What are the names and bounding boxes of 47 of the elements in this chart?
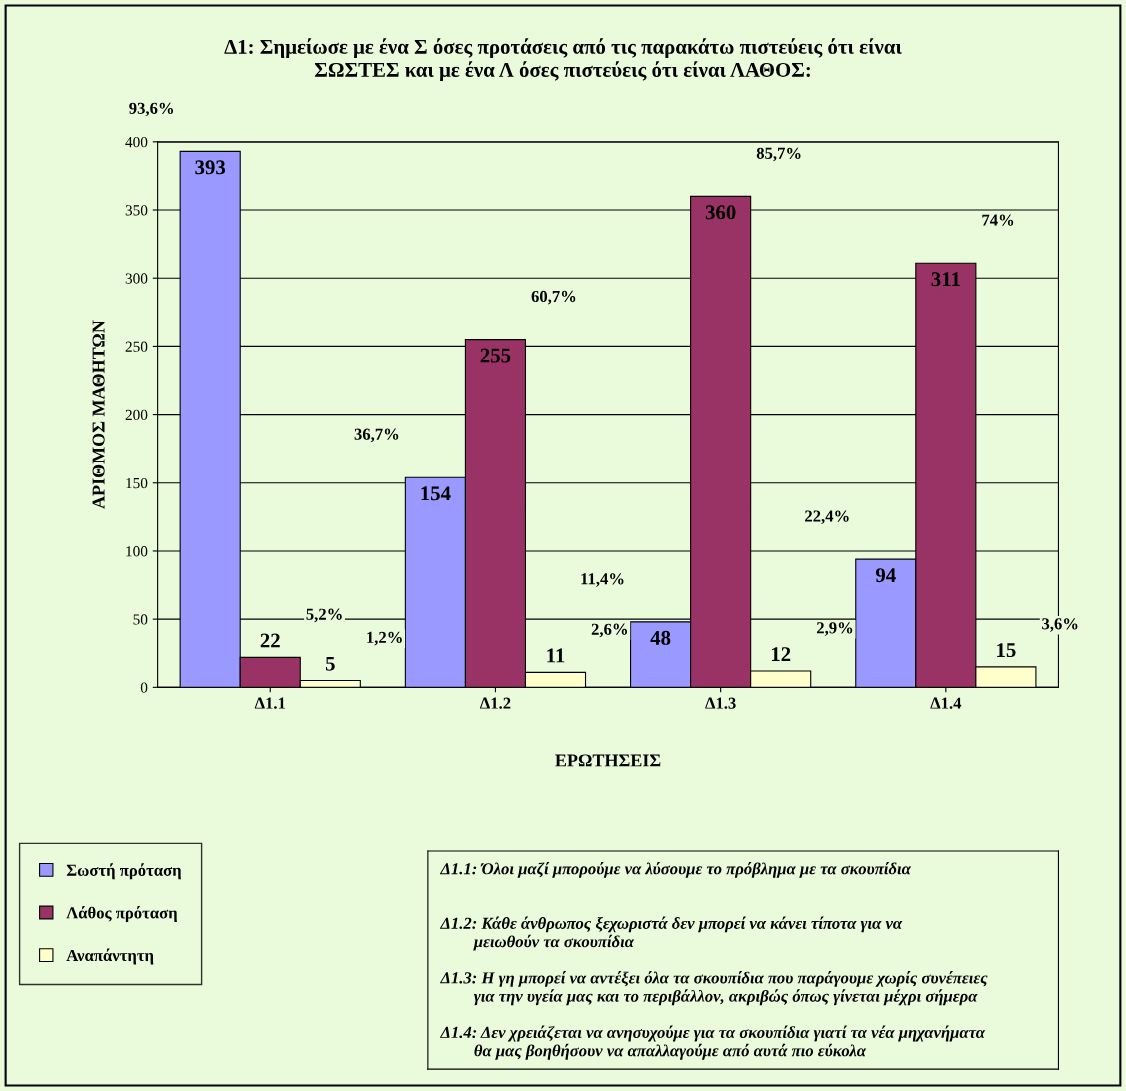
x-tick-label: Δ1.2 bbox=[480, 697, 511, 709]
data-label: 393 bbox=[195, 160, 226, 175]
annotation: 3,6% bbox=[1042, 618, 1078, 632]
legend-label: Σωστή πρόταση bbox=[66, 863, 181, 880]
text: Δ1.2: Κάθε άνθρωπος ξεχωριστά δεν μπορεί να κάνει τίποτα για να μειωθούν τα σκουπίδια bbox=[439, 916, 903, 951]
text: Δ1.3: Η γη μπορεί να αντέξει όλα τα σκουπίδια που παράγουμε χωρίς συνέπειες για την υγεία μας και το περιβάλλον, ακριβώς όπως γίνεται μέχρι σήμερα bbox=[439, 970, 988, 1006]
y-tick-label: 200 bbox=[125, 409, 148, 421]
x-tick-label: Δ1.1 bbox=[254, 697, 286, 709]
annotation: 22,4% bbox=[805, 510, 849, 525]
y-tick-label: 150 bbox=[126, 477, 148, 489]
annotation: 74% bbox=[982, 214, 1014, 226]
annotation: 2,6% bbox=[591, 623, 628, 638]
y-tick-label: 250 bbox=[125, 341, 148, 352]
x-tick-label: Δ1.4 bbox=[930, 697, 962, 709]
y-tick-label: 100 bbox=[126, 546, 148, 557]
text: Δ1.4: Δεν χρειάζεται να ανησυχούμε για τα σκουπίδια γιατί τα νέα μηχανήματα θα μας βοηθήσουν να απαλλαγούμε από αυτά πιο εύκολα bbox=[439, 1025, 986, 1060]
x-axis-title: ΕΡΩΤΗΣΕΙΣ bbox=[555, 754, 661, 767]
data-label: 15 bbox=[997, 643, 1016, 658]
annotation: 11,4% bbox=[581, 573, 624, 587]
y-tick-label: 50 bbox=[133, 614, 148, 625]
y-tick-label: 350 bbox=[125, 205, 148, 216]
chart-title: Δ1: Σημείωσε με ένα Σ όσες προτάσεις από τις παρακάτω πιστεύεις ότι είναι ΣΩΣΤΕΣ και με ένα Λ όσες πιστεύεις ότι είναι ΛΑΘΟΣ: bbox=[224, 38, 902, 82]
x-tick-label: Δ1.3 bbox=[705, 697, 736, 709]
data-label: 48 bbox=[650, 630, 671, 645]
annotation: 5,2% bbox=[306, 608, 342, 623]
data-label: 360 bbox=[705, 205, 736, 220]
data-label: 11 bbox=[547, 648, 565, 663]
y-axis-title: ΑΡΙΘΜΟΣ ΜΑΘΗΤΩΝ bbox=[92, 320, 105, 509]
data-label: 255 bbox=[480, 348, 511, 363]
y-tick-label: 300 bbox=[125, 273, 148, 284]
data-label: 12 bbox=[771, 647, 791, 661]
annotation: 1,2% bbox=[367, 631, 402, 646]
text: 93,6% bbox=[129, 102, 174, 117]
annotation: 36,7% bbox=[354, 428, 399, 443]
y-tick-label: 400 bbox=[125, 136, 148, 148]
data-label: 311 bbox=[931, 272, 960, 287]
annotation: 85,7% bbox=[756, 147, 801, 162]
legend-label: Αναπάντητη bbox=[66, 948, 154, 965]
legend-label: Λάθος πρόταση bbox=[66, 905, 177, 922]
annotation: 60,7% bbox=[531, 290, 576, 305]
text: Δ1.1: Όλοι μαζί μπορούμε να λύσουμε το πρόβλημα με τα σκουπίδια bbox=[439, 861, 912, 878]
data-label: 154 bbox=[421, 486, 451, 501]
y-tick-label: 0 bbox=[140, 682, 148, 693]
data-label: 22 bbox=[260, 633, 280, 648]
data-label: 94 bbox=[875, 568, 896, 583]
annotation: 2,9% bbox=[816, 622, 853, 636]
data-label: 5 bbox=[325, 656, 335, 671]
